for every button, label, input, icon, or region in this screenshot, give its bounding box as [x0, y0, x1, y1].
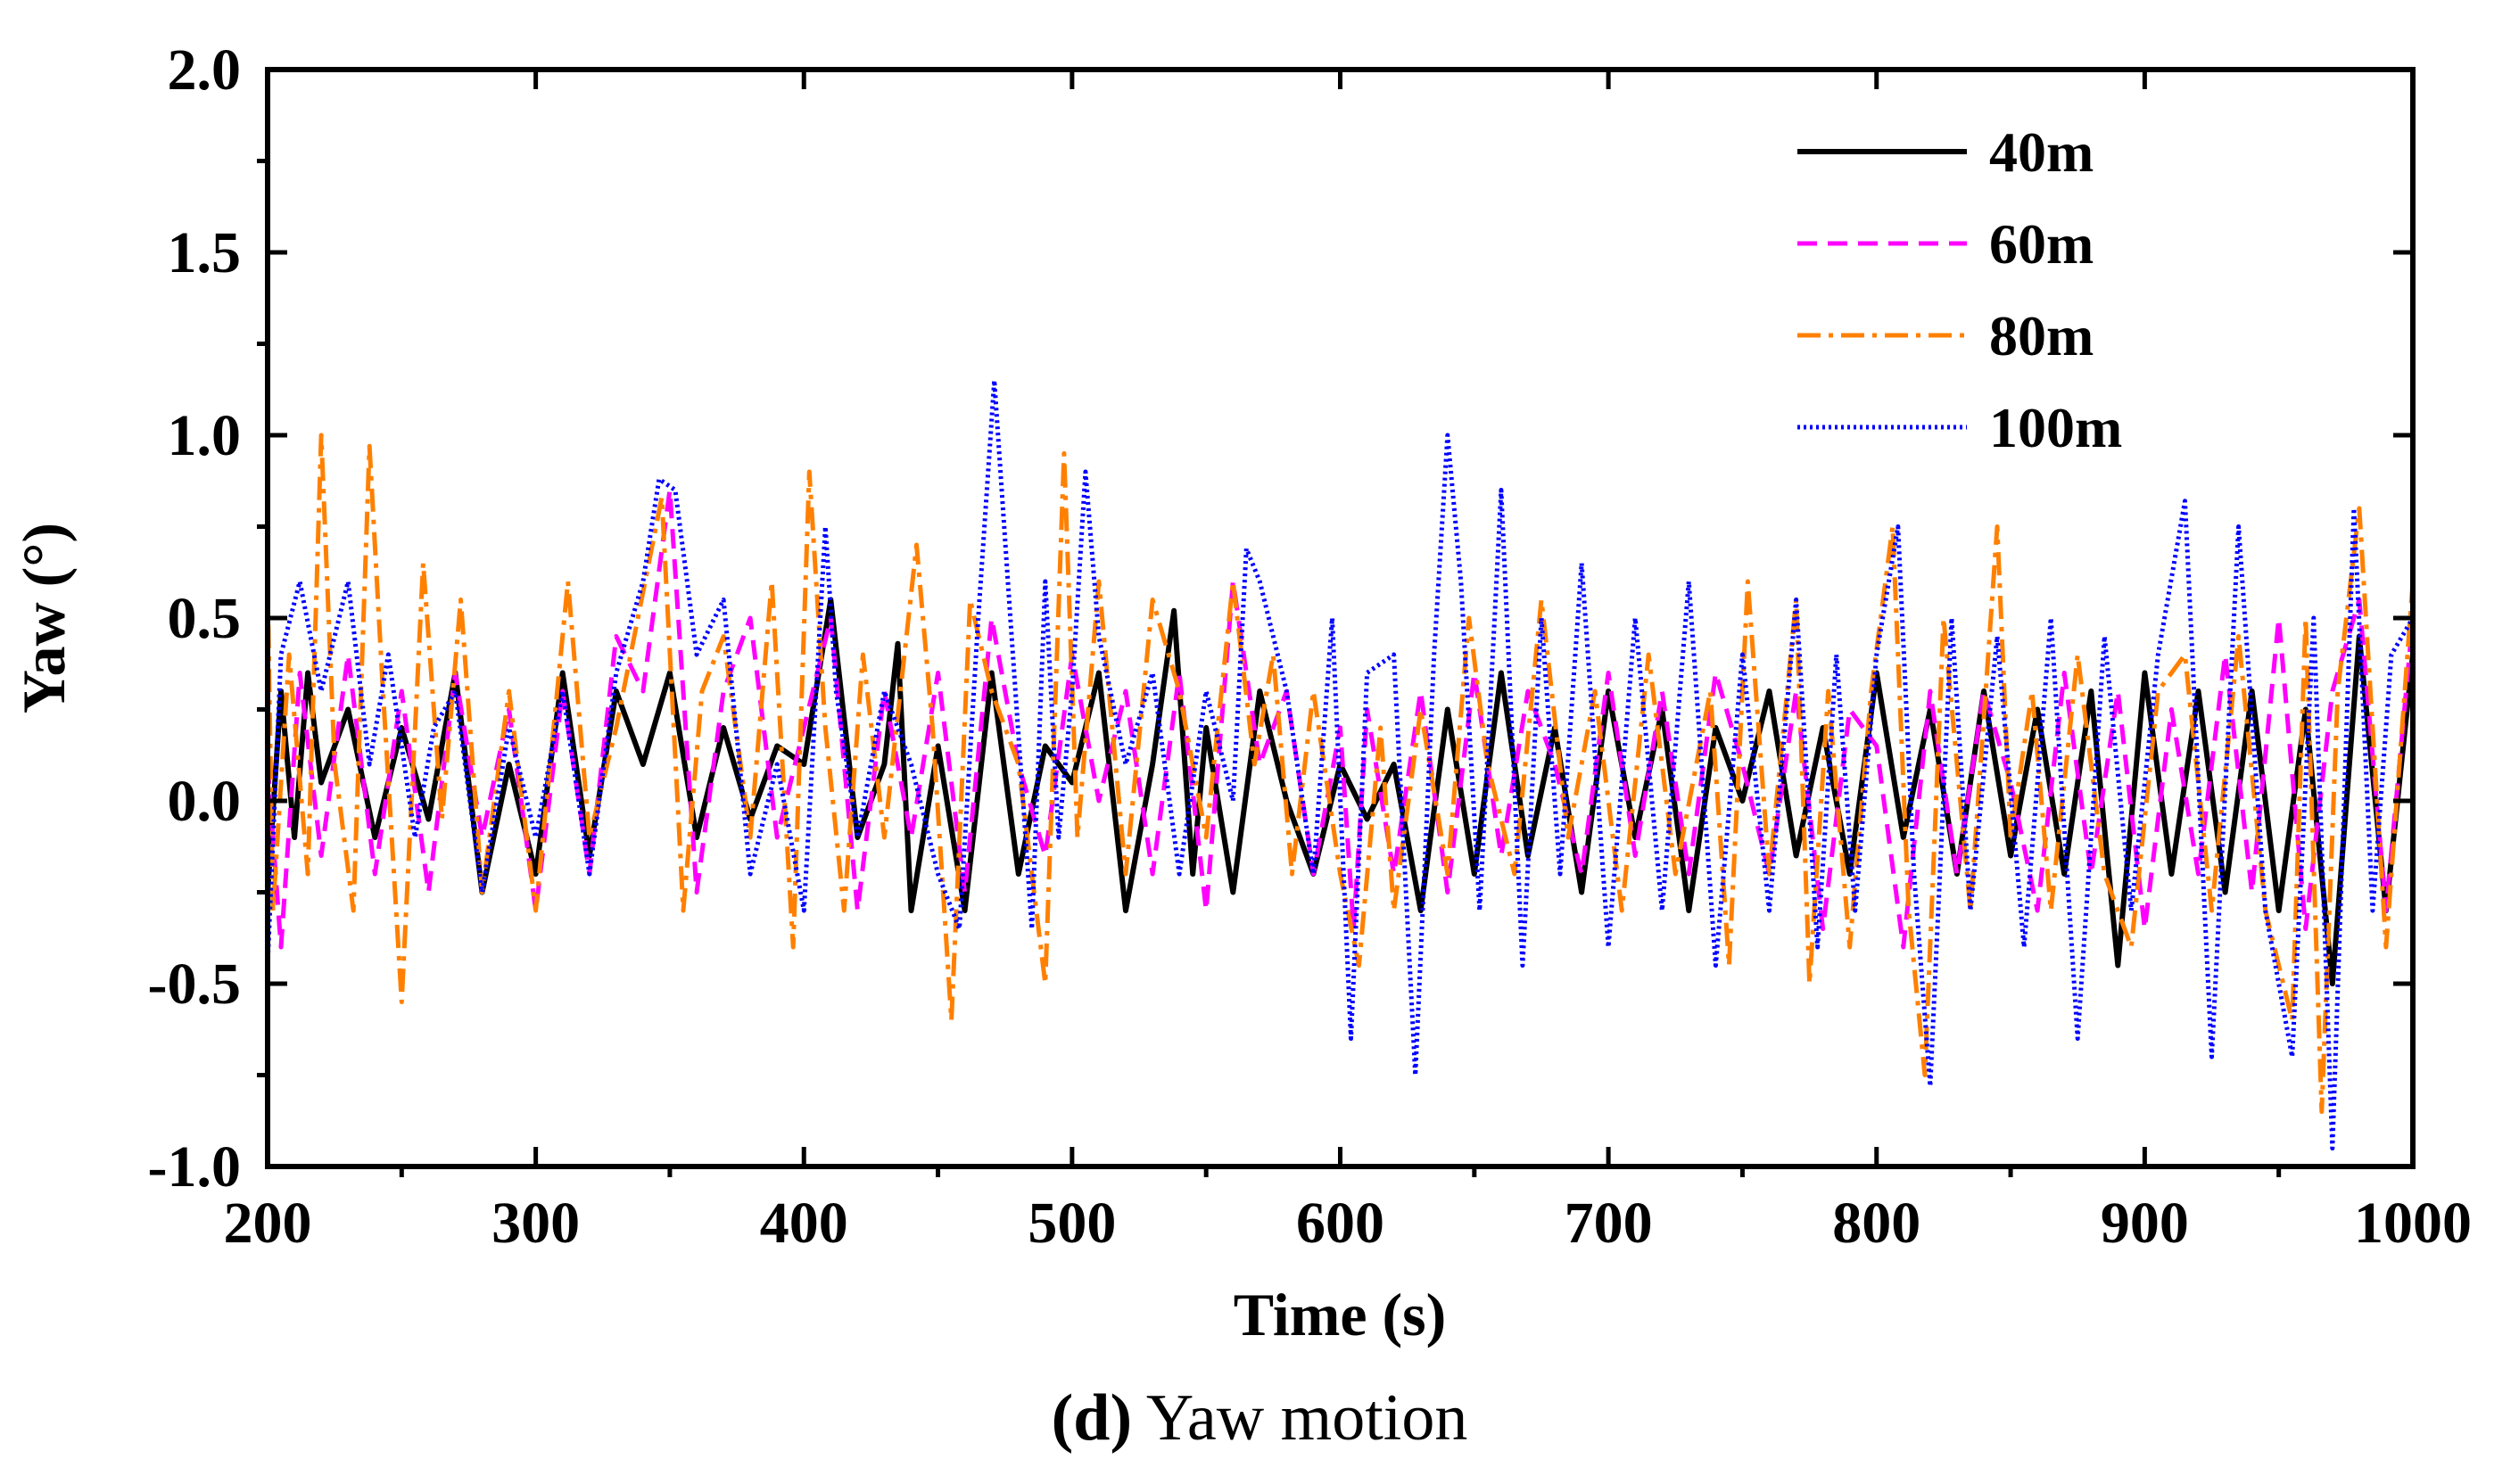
legend: 40m 60m 80m 100m — [1797, 120, 2122, 459]
legend-label-80m: 80m — [1989, 304, 2094, 367]
axes-layer: 200 300 400 500 600 700 800 900 1000 -1.0 -0.5 0.0 0… — [148, 37, 2472, 1256]
y-tick-label: 1.0 — [168, 403, 242, 468]
x-tick-label: 400 — [760, 1191, 848, 1256]
x-tick-label: 300 — [491, 1191, 580, 1256]
figure-caption: (d) Yaw motion — [0, 1381, 2519, 1456]
y-tick-label: 1.5 — [168, 220, 242, 285]
series-layer — [268, 378, 2413, 1150]
y-tick-label: -1.0 — [148, 1134, 241, 1200]
legend-label-40m: 40m — [1989, 120, 2094, 184]
series-line-60m — [268, 488, 2413, 950]
y-tick-label: 0.5 — [168, 586, 242, 651]
y-tick-label: -0.5 — [148, 952, 241, 1017]
x-tick-label: 900 — [2101, 1191, 2189, 1256]
x-tick-label: 500 — [1028, 1191, 1116, 1256]
x-tick-label: 600 — [1296, 1191, 1384, 1256]
x-tick-label: 700 — [1565, 1191, 1653, 1256]
y-axis-title: Yaw (°) — [10, 523, 78, 713]
series-line-80m — [268, 433, 2413, 1114]
caption-label: (d) — [1051, 1381, 1133, 1455]
series-line-40m — [268, 597, 2413, 986]
x-axis-title: Time (s) — [1234, 1281, 1447, 1348]
legend-label-100m: 100m — [1989, 396, 2122, 459]
caption-text: Yaw motion — [1132, 1381, 1468, 1455]
x-tick-label: 800 — [1832, 1191, 1920, 1256]
y-tick-label: 0.0 — [168, 769, 242, 834]
x-tick-label: 1000 — [2354, 1191, 2472, 1256]
x-tick-label: 200 — [224, 1191, 312, 1256]
y-tick-label: 2.0 — [168, 37, 242, 103]
series-line-100m — [268, 378, 2413, 1150]
legend-label-60m: 60m — [1989, 212, 2094, 276]
